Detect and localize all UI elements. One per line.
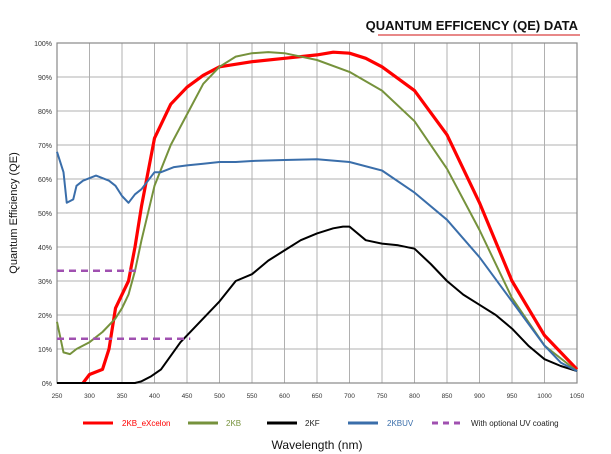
y-tick-label: 100%	[34, 41, 52, 48]
x-tick-label: 650	[312, 393, 323, 400]
x-tick-label: 950	[507, 393, 518, 400]
y-tick-label: 90%	[38, 75, 52, 82]
y-tick-label: 40%	[38, 245, 52, 252]
x-tick-label: 750	[377, 393, 388, 400]
x-tick-label: 700	[344, 393, 355, 400]
legend-label: With optional UV coating	[471, 419, 559, 428]
y-tick-label: 50%	[38, 211, 52, 218]
legend-label: 2KF	[305, 419, 320, 428]
x-tick-label: 400	[149, 393, 160, 400]
x-tick-label: 350	[117, 393, 128, 400]
x-tick-label: 800	[409, 393, 420, 400]
y-axis-label: Quantum Efficiency (QE)	[8, 152, 20, 273]
x-tick-label: 300	[84, 393, 95, 400]
x-axis-label: Wavelength (nm)	[272, 438, 363, 452]
y-tick-label: 20%	[38, 313, 52, 320]
chart-title: QUANTUM EFFICENCY (QE) DATA	[366, 18, 579, 33]
y-tick-label: 70%	[38, 143, 52, 150]
x-tick-label: 550	[247, 393, 258, 400]
x-tick-label: 600	[279, 393, 290, 400]
legend-label: 2KB	[226, 419, 241, 428]
y-tick-label: 80%	[38, 109, 52, 116]
y-tick-label: 30%	[38, 279, 52, 286]
legend-label: 2KBUV	[387, 419, 414, 428]
series-line-2kb-excelon	[81, 50, 579, 384]
series-line-2kbuv	[56, 151, 578, 372]
legend-label: 2KB_eXcelon	[122, 419, 170, 428]
x-tick-label: 500	[214, 393, 225, 400]
y-tick-label: 0%	[42, 381, 52, 388]
x-tick-label: 1000	[537, 393, 552, 400]
y-tick-label: 10%	[38, 347, 52, 354]
x-tick-label: 450	[182, 393, 193, 400]
series-line-2kb	[56, 51, 578, 372]
y-tick-label: 60%	[38, 177, 52, 184]
x-tick-label: 900	[474, 393, 485, 400]
x-tick-label: 250	[52, 393, 63, 400]
plot-frame	[56, 42, 578, 384]
x-tick-label: 850	[442, 393, 453, 400]
x-tick-label: 1050	[570, 393, 585, 400]
series-line-2kf	[57, 225, 578, 384]
